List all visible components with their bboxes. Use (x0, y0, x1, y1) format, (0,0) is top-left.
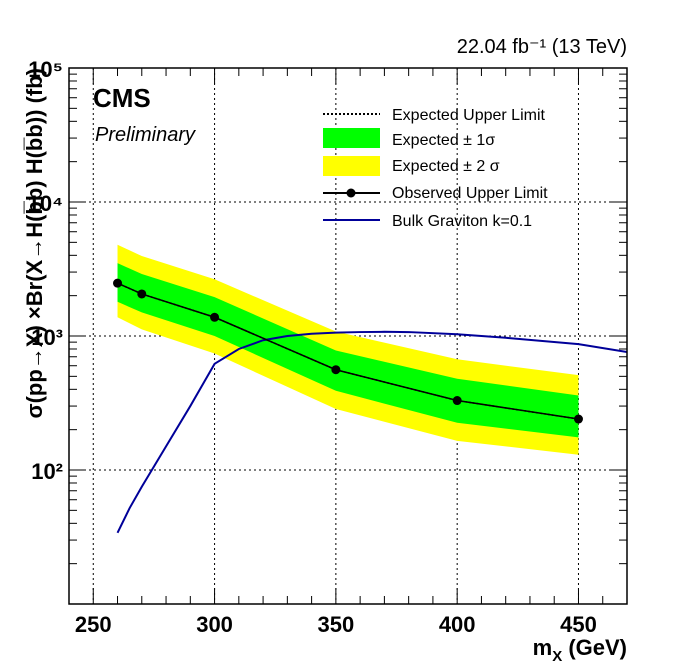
y-tick-label: 10³ (31, 325, 63, 350)
x-tick-label: 350 (318, 612, 355, 637)
y-tick-label: 10⁵ (28, 57, 63, 82)
x-tick-label: 400 (439, 612, 476, 637)
observed-point-4 (452, 396, 462, 406)
legend-observed-marker (346, 188, 356, 198)
observed-markers (113, 278, 583, 424)
status-label: Preliminary (95, 124, 196, 146)
experiment-label: CMS (93, 83, 151, 113)
x-axis-label: mX (GeV) (533, 635, 627, 665)
y-axis-label: σ(pp→X) ×Br(X→H(b̅b) H(b̅b)) (fb) (22, 68, 47, 418)
legend-2sigma-label: Expected ± 2 σ (392, 158, 500, 175)
observed-point-1 (137, 289, 147, 299)
x-tick-label: 250 (75, 612, 112, 637)
x-ticks: 250 300 350 400 450 (68, 68, 628, 637)
x-tick-label: 300 (196, 612, 233, 637)
y-tick-label: 10⁴ (28, 191, 63, 216)
observed-point-2 (210, 312, 220, 322)
legend-expected-label: Expected Upper Limit (392, 107, 546, 124)
y-ticks: 10² 10³ 10⁴ 10⁵ (28, 57, 627, 605)
expected-1sigma-band (117, 263, 579, 438)
legend-observed-label: Observed Upper Limit (392, 185, 548, 202)
observed-point-5 (573, 414, 583, 424)
legend: Expected Upper Limit Expected ± 1σ Expec… (323, 107, 548, 230)
x-tick-label: 450 (560, 612, 597, 637)
lumi-label: 22.04 fb⁻¹ (13 TeV) (457, 36, 627, 58)
legend-1sigma-label: Expected ± 1σ (392, 132, 495, 149)
legend-1sigma-swatch (323, 128, 380, 148)
legend-theory-label: Bulk Graviton k=0.1 (392, 213, 532, 230)
observed-point-0 (113, 278, 123, 288)
y-tick-label: 10² (31, 459, 63, 484)
bulk-graviton-curve (116, 330, 627, 534)
legend-2sigma-swatch (323, 156, 380, 176)
observed-point-3 (331, 365, 341, 375)
